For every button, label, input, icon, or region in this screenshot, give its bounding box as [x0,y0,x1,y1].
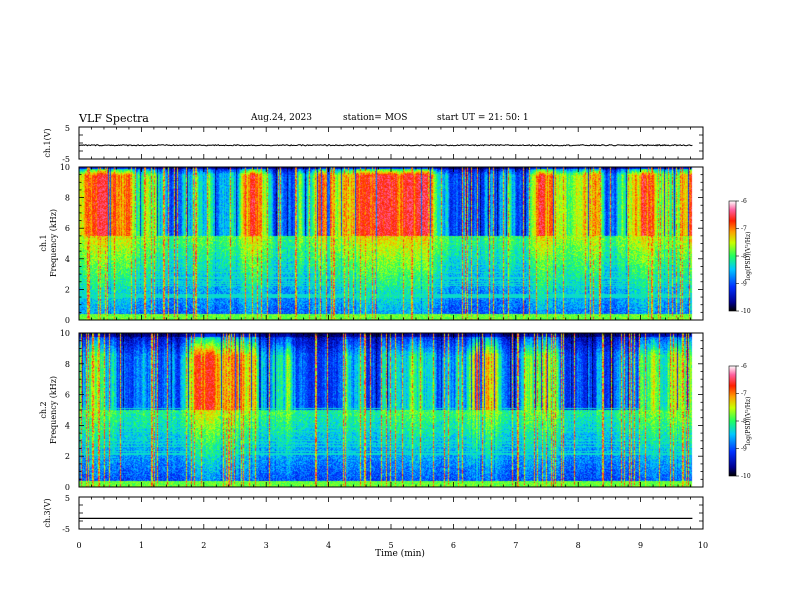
freq-tick-label: 10 [60,329,70,338]
ch2-spec-yticks: 0 2 4 6 8 10 [60,329,70,492]
station-label: station= MOS [343,113,408,123]
ch1-spectrogram [79,167,703,320]
ch1-waveform-line [78,144,693,147]
freq-tick-label: 2 [65,452,70,461]
freq-tick-label: 0 [65,316,70,325]
ch2-spec-ylabel-channel: ch.2 [39,401,48,418]
ch1-ytick-bottom: -5 [62,155,70,164]
ch1-spec-ylabel-channel: ch.1 [39,234,48,251]
freq-tick-label: 2 [65,285,70,294]
date-label: Aug.24, 2023 [251,113,312,123]
freq-tick-label: 10 [60,163,70,172]
colorbar-tick-label: -9 [741,281,747,288]
colorbar-tick-label: -6 [741,198,747,205]
x-tick-label: 3 [264,541,269,550]
ch2-spectrogram [79,333,703,487]
colorbar-tick-label: -10 [741,473,751,480]
x-tick-label: 9 [638,541,643,550]
ch3-ytick-bottom: -5 [62,525,70,534]
colorbar-tick-label: -7 [741,226,747,233]
x-tick-label: 10 [698,541,708,550]
x-axis-label: Time (min) [375,548,425,559]
x-tick-label: 0 [76,541,81,550]
start-time-label: start UT = 21: 50: 1 [437,113,529,123]
ch2-spec-ylabel-frequency: Frequency (kHz) [49,376,58,444]
x-tick-label: 5 [388,541,393,550]
ch1-spec-yticks: 0 2 4 6 8 10 [60,163,70,325]
x-tick-label: 2 [201,541,206,550]
freq-tick-label: 4 [65,421,70,430]
x-tick-label: 7 [513,541,518,550]
ch2-colorbar-label: log(PSD)(V²/Hz) [745,397,752,446]
colorbar-tick-label: -6 [741,363,747,370]
chart-title: VLF Spectra [79,112,149,125]
x-tick-label: 6 [451,541,456,550]
ch1-ytick-top: 5 [65,124,70,133]
freq-tick-label: 6 [65,224,70,233]
x-tick-label: 8 [576,541,581,550]
colorbar-tick-label: -7 [741,391,747,398]
ch1-waveform-ylabel: ch.1(V) [43,128,52,157]
x-tick-label: 4 [326,541,331,550]
ch1-colorbar: -6 -7 -8 -9 -10 log(PSD)(V²/Hz) [728,198,752,315]
axis-ticks [78,126,704,530]
x-tick-labels: 0 1 2 3 4 5 6 7 8 9 10 [76,541,708,550]
ch3-ytick-top: 5 [65,494,70,503]
ch2-colorbar: -6 -7 -8 -9 -10 log(PSD)(V²/Hz) [728,363,752,480]
colorbar-tick-label: -8 [741,418,747,425]
ch1-colorbar-label: log(PSD)(V²/Hz) [745,232,752,281]
freq-tick-label: 8 [65,360,70,369]
freq-tick-label: 8 [65,194,70,203]
freq-tick-label: 0 [65,483,70,492]
colorbar-tick-label: -10 [741,308,751,315]
x-tick-label: 1 [139,541,144,550]
freq-tick-label: 6 [65,391,70,400]
freq-tick-label: 4 [65,255,70,264]
colorbar-tick-label: -8 [741,253,747,260]
ch1-spec-ylabel-frequency: Frequency (kHz) [49,209,58,277]
ch3-waveform-ylabel: ch.3(V) [43,498,52,527]
colorbar-tick-label: -9 [741,446,747,453]
